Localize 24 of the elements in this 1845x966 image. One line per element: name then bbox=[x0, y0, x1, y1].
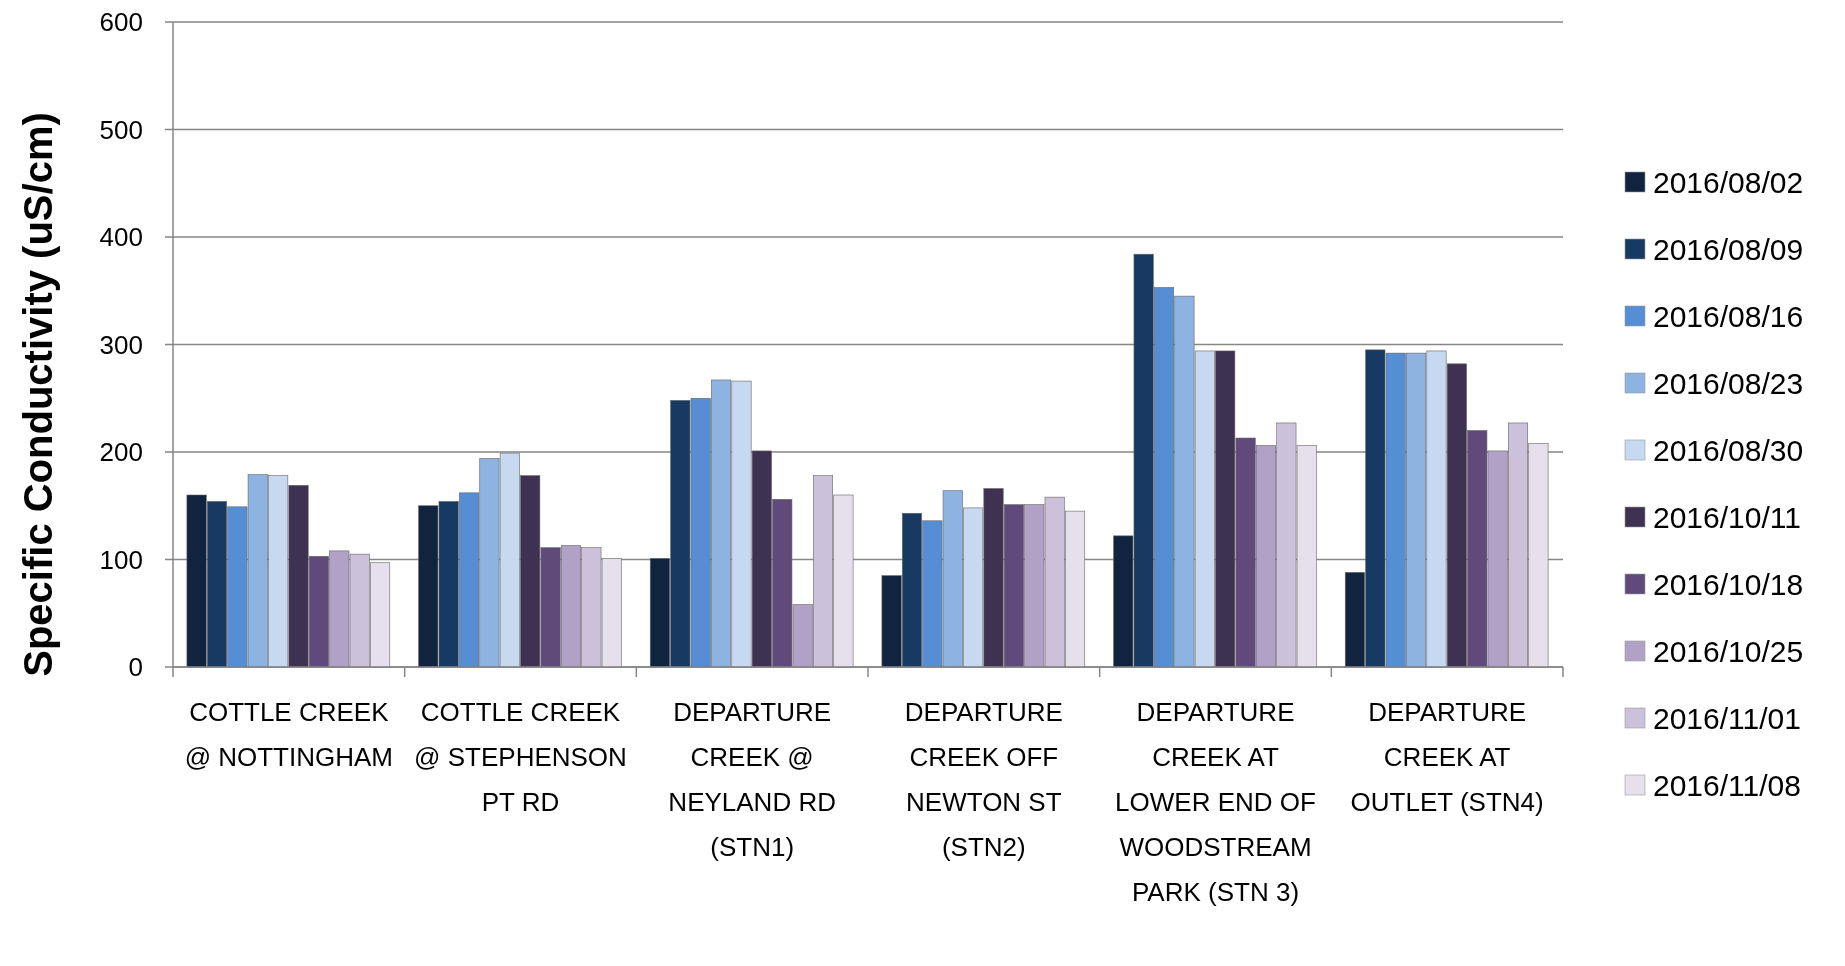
y-tick-label: 500 bbox=[99, 114, 143, 145]
legend-label: 2016/10/11 bbox=[1653, 500, 1801, 534]
legend-label: 2016/08/16 bbox=[1653, 299, 1804, 333]
y-tick-label: 600 bbox=[99, 7, 143, 38]
y-tick-label: 200 bbox=[99, 437, 143, 468]
x-tick-label: DEPARTURE CREEK AT LOWER END OF WOODSTREAM PARK (STN 3) bbox=[1115, 697, 1316, 907]
legend-label: 2016/08/02 bbox=[1653, 165, 1804, 199]
legend-label: 2016/11/01 bbox=[1653, 701, 1801, 735]
x-tick-label: DEPARTURE CREEK @ NEYLAND RD (STN1) bbox=[668, 697, 836, 862]
legend-label: 2016/08/09 bbox=[1653, 232, 1804, 266]
legend-label: 2016/10/18 bbox=[1653, 567, 1804, 601]
y-axis-title: Specific Conductivity (uS/cm) bbox=[16, 112, 60, 677]
legend-label: 2016/08/30 bbox=[1653, 433, 1804, 467]
legend-label: 2016/08/23 bbox=[1653, 366, 1804, 400]
y-tick-label: 100 bbox=[99, 544, 143, 575]
x-tick-label: DEPARTURE CREEK AT OUTLET (STN4) bbox=[1350, 697, 1544, 817]
x-tick-label: COTTLE CREEK @ STEPHENSON PT RD bbox=[414, 697, 627, 817]
legend-label: 2016/10/25 bbox=[1653, 634, 1804, 668]
x-tick-label: COTTLE CREEK @ NOTTINGHAM bbox=[184, 697, 394, 772]
legend-label: 2016/11/08 bbox=[1653, 768, 1801, 802]
y-tick-label: 300 bbox=[99, 329, 143, 360]
y-tick-label: 400 bbox=[99, 222, 143, 253]
y-tick-label: 0 bbox=[128, 652, 143, 683]
x-tick-label: DEPARTURE CREEK OFF NEWTON ST (STN2) bbox=[904, 697, 1063, 862]
